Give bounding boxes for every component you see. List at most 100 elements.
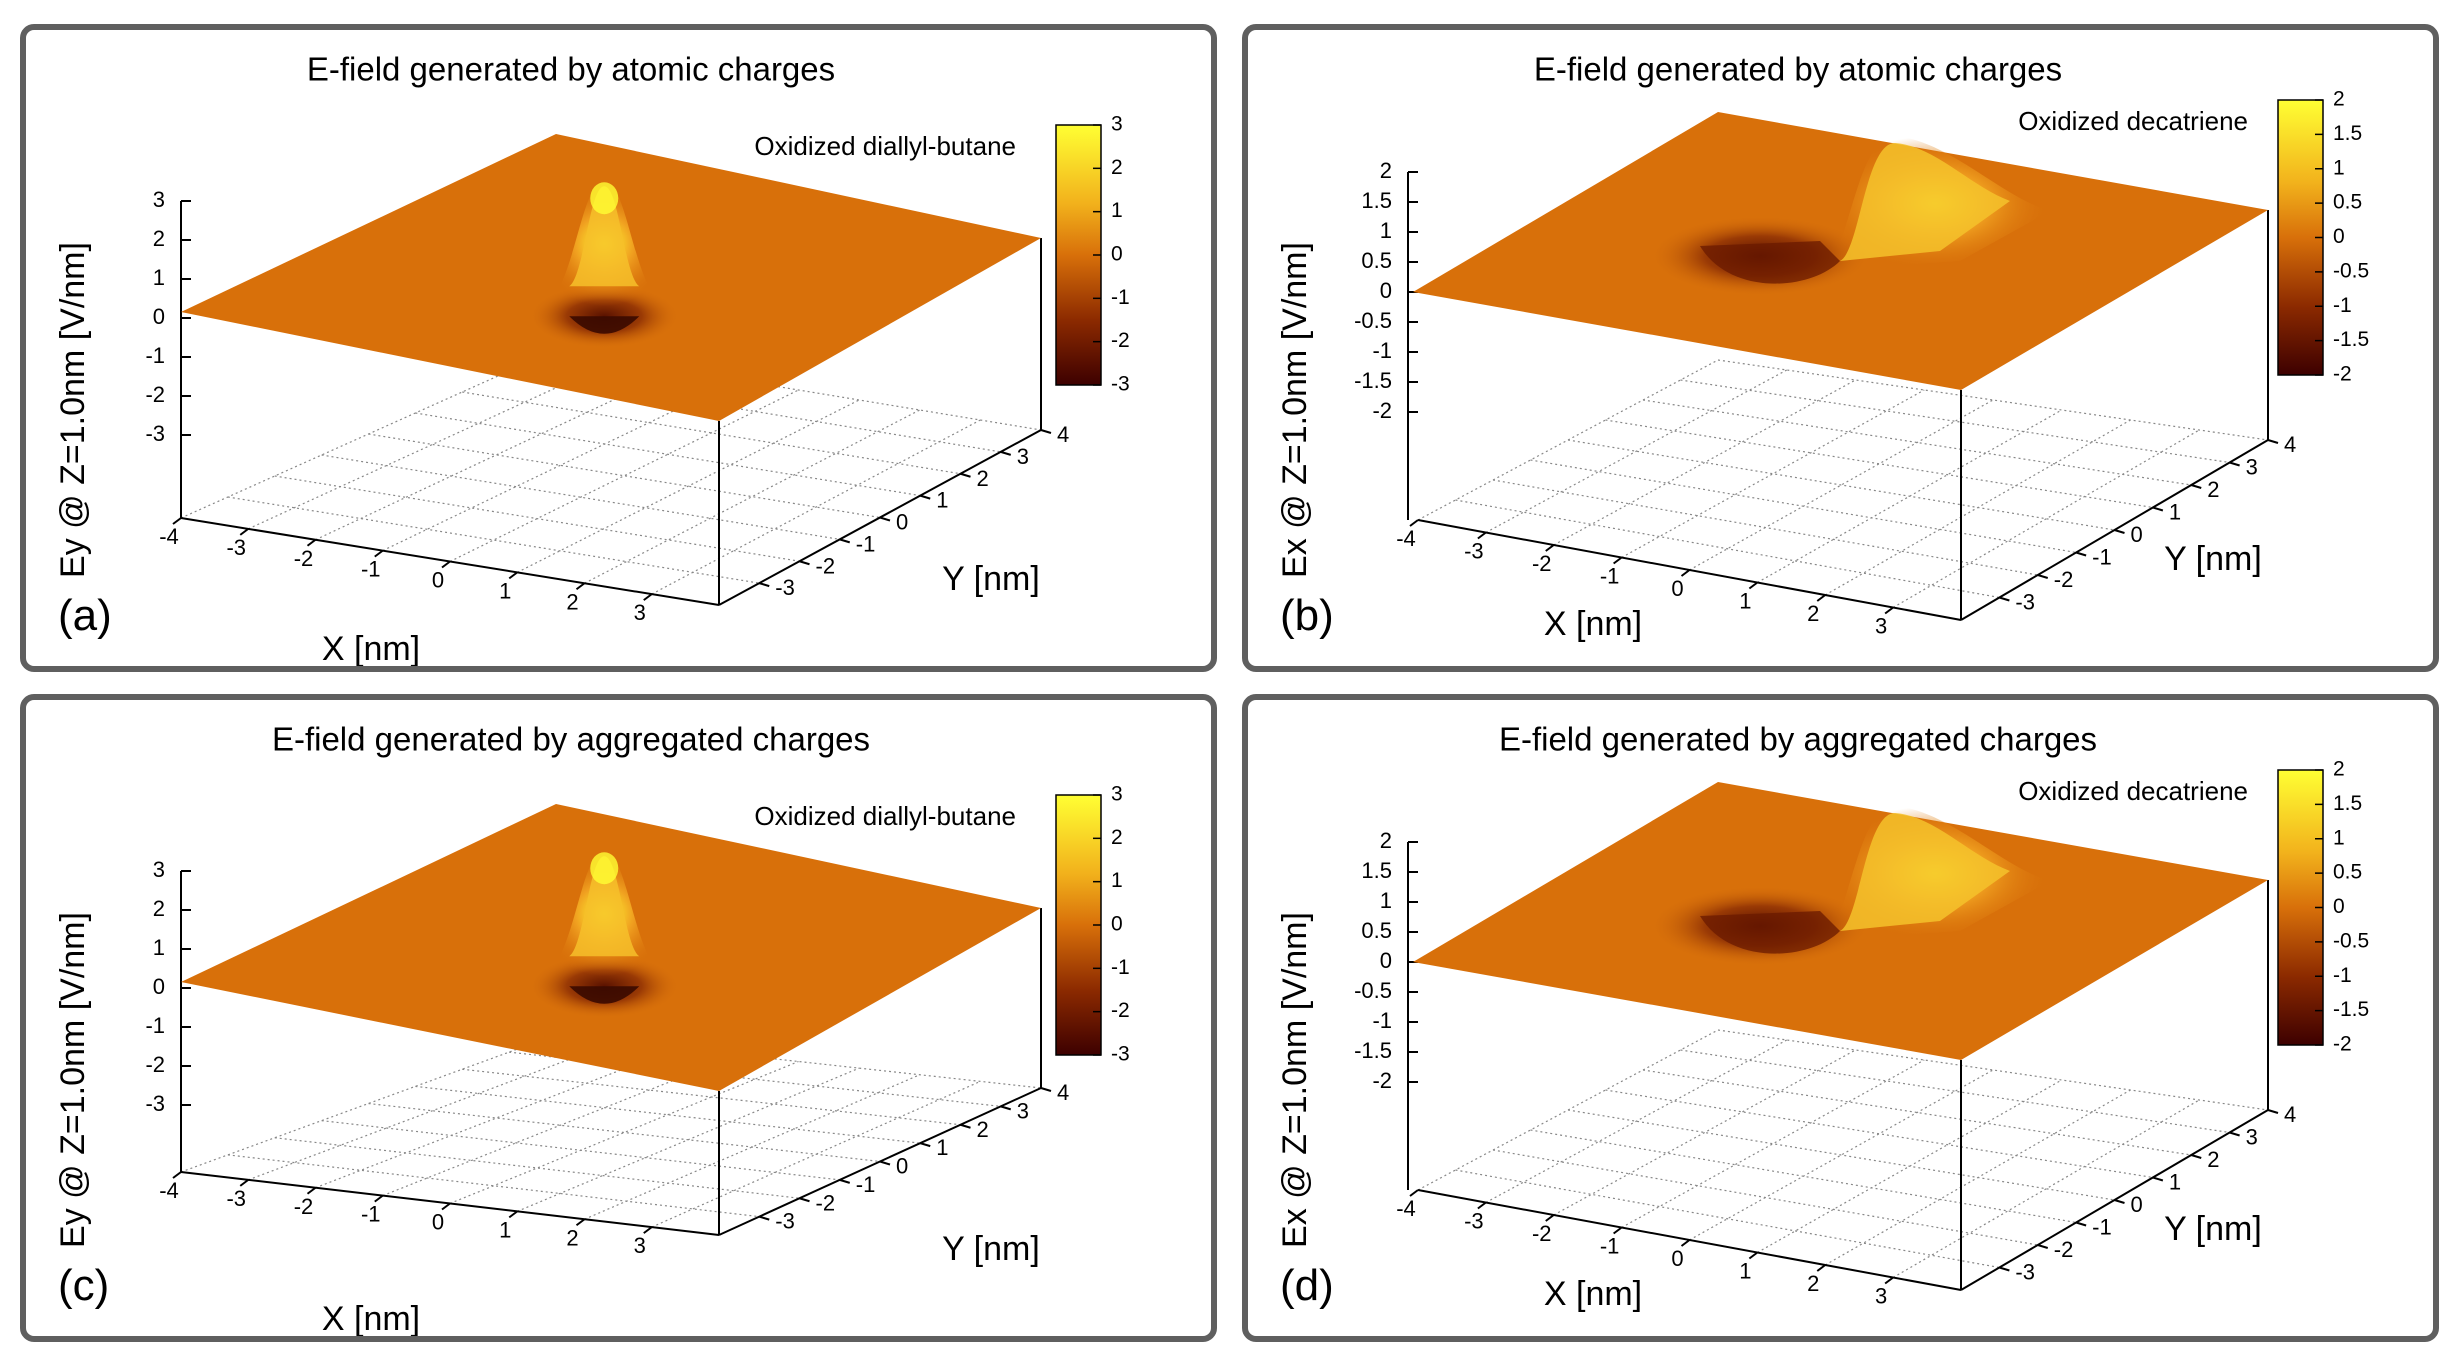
floor-grid-line (1621, 389, 1925, 559)
floor-grid-line (651, 419, 981, 595)
colorbar-tick-label: -2 (2333, 363, 2352, 386)
x-tick-label: -2 (294, 1194, 314, 1219)
floor-grid-line (415, 412, 921, 497)
x-tick-label: 0 (1671, 576, 1683, 601)
colorbar-tick-label: -2 (1111, 999, 1130, 1022)
y-tick-label: 1 (2169, 1170, 2181, 1195)
x-tick-mark (306, 538, 317, 547)
y-tick-label: 2 (977, 1117, 989, 1142)
z-tick-label: -3 (145, 1091, 165, 1116)
y-axis-label: Y [nm] (2164, 540, 2262, 578)
x-tick-label: -4 (1396, 526, 1416, 551)
colorbar-tick-label: -1.5 (2333, 998, 2369, 1021)
floor-grid-line (584, 1074, 920, 1220)
chart-title: E-field generated by atomic charges (307, 51, 835, 88)
y-tick-label: 2 (2207, 477, 2219, 502)
y-tick-label: -3 (2015, 590, 2035, 615)
z-tick-label: 1.5 (1361, 858, 1392, 883)
x-tick-mark (575, 582, 586, 591)
y-tick-mark (919, 494, 931, 500)
colorbar-tick-label: 0 (1111, 243, 1123, 266)
z-tick-label: -1 (1372, 1008, 1392, 1033)
x-tick-label: -1 (361, 557, 381, 582)
floor-grid-line (315, 369, 678, 541)
x-tick-mark (374, 549, 384, 558)
colorbar-tick-label: -1 (2333, 964, 2352, 987)
colorbar-tick-label: -1.5 (2333, 328, 2369, 351)
z-tick-label: 2 (153, 226, 165, 251)
legend-label: Oxidized diallyl-butane (754, 801, 1016, 831)
x-axis-label: X [nm] (1544, 1275, 1642, 1313)
x-tick-label: 3 (1875, 1284, 1887, 1309)
floor-grid-line (1567, 439, 2115, 531)
y-tick-mark (1040, 429, 1052, 434)
colorbar-tick-label: 0 (2333, 225, 2345, 248)
floor-grid-line (1605, 1089, 2153, 1179)
x-tick-mark (172, 517, 182, 525)
colorbar-tick-label: 3 (1111, 783, 1123, 806)
x-tick-label: -4 (1396, 1196, 1416, 1221)
y-tick-label: 3 (2246, 455, 2258, 480)
floor-grid-line (1567, 1109, 2115, 1201)
z-tick-label: 2 (1380, 828, 1392, 853)
plot-d: E-field generated by aggregated charges O… (1276, 721, 2369, 1313)
panel-label: (b) (1280, 591, 1334, 640)
surface-trough-core (569, 986, 640, 1004)
x-tick-label: 1 (1739, 1259, 1751, 1284)
colorbar-tick-label: -0.5 (2333, 929, 2369, 952)
floor-grid-line (1485, 1039, 1788, 1204)
z-tick-label: -2 (145, 1052, 165, 1077)
floor-grid-line (274, 1137, 800, 1199)
floor-grid-line (227, 1154, 760, 1218)
plot-a: E-field generated by atomic charges Oxidi… (54, 51, 1130, 666)
z-tick-label: -1.5 (1354, 1038, 1392, 1063)
z-tick-label: 1 (1380, 218, 1392, 243)
x-tick-label: -1 (1600, 1234, 1620, 1259)
x-tick-mark (1884, 1276, 1894, 1285)
colorbar-tick-label: 0 (1111, 913, 1123, 936)
z-tick-label: 1.5 (1361, 188, 1392, 213)
z-tick-label: 0.5 (1361, 918, 1392, 943)
y-tick-mark (2114, 529, 2125, 534)
floor-grid-line (368, 1102, 881, 1163)
floor-grid-line (1824, 1089, 2131, 1266)
x-tick-mark (1816, 594, 1826, 602)
floor-grid-line (368, 433, 881, 519)
y-tick-label: -1 (856, 1172, 876, 1197)
panel-d: E-field generated by aggregated charges O… (1242, 694, 2439, 1342)
x-tick-mark (1680, 1239, 1691, 1247)
x-tick-mark (508, 571, 518, 580)
x-tick-mark (1748, 581, 1758, 590)
z-tick-label: 2 (153, 896, 165, 921)
colorbar-tick-label: 0.5 (2333, 861, 2362, 884)
z-tick-label: -2 (145, 382, 165, 407)
x-tick-label: -4 (159, 524, 179, 549)
x-tick-mark (643, 593, 653, 601)
colorbar-tick-label: 2 (2333, 88, 2345, 111)
floor-grid-line (1680, 379, 2230, 464)
y-tick-mark (2267, 439, 2279, 444)
z-tick-label: -3 (145, 421, 165, 446)
y-tick-label: 0 (2131, 522, 2143, 547)
x-tick-label: 3 (1875, 614, 1887, 639)
x-tick-label: 0 (1671, 1246, 1683, 1271)
y-tick-mark (2075, 1221, 2087, 1227)
plot-c: E-field generated by aggregated charges O… (54, 721, 1130, 1336)
x-tick-label: 3 (634, 1233, 646, 1258)
y-tick-mark (2229, 461, 2240, 467)
z-tick-label: 1 (153, 265, 165, 290)
surface-trough-core (569, 316, 640, 334)
x-tick-mark (1680, 569, 1691, 577)
x-tick-mark (1613, 556, 1623, 565)
x-tick-mark (441, 560, 451, 569)
x-tick-mark (643, 1226, 653, 1234)
y-tick-label: 2 (977, 466, 989, 491)
y-tick-mark (2114, 1199, 2125, 1204)
x-tick-label: 0 (432, 568, 444, 593)
y-tick-label: -3 (775, 575, 795, 600)
x-tick-mark (1816, 1264, 1826, 1272)
panel-label: (a) (58, 591, 112, 640)
y-tick-mark (758, 1215, 770, 1221)
floor-grid-line (248, 1041, 617, 1181)
plot-b: E-field generated by atomic charges Oxidi… (1276, 51, 2369, 643)
